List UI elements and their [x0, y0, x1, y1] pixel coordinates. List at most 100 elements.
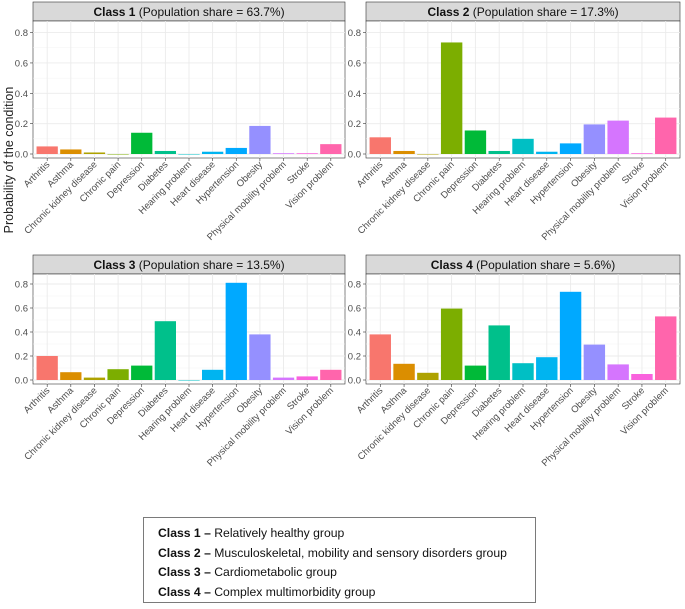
bar	[83, 377, 106, 380]
y-tick-label: 0.8	[15, 280, 28, 291]
bar	[272, 153, 295, 154]
bar	[393, 150, 415, 154]
facet-panel-3: Class 3 (Population share = 13.5%) 0.0 0.2…	[15, 254, 346, 469]
bar	[131, 132, 153, 154]
y-tick-label: 0.6	[15, 58, 28, 69]
y-tick-label: 0.2	[348, 119, 361, 130]
facet-subtitle: (Population share = 13.5%)	[135, 258, 284, 272]
facet-subtitle: (Population share = 5.6%)	[473, 258, 615, 272]
bar	[583, 124, 606, 154]
bar	[202, 369, 224, 380]
bar	[154, 150, 176, 154]
facet-strip-label: Class 3 (Population share = 13.5%)	[93, 258, 284, 272]
y-tick-label: 0.4	[348, 328, 361, 339]
facet-subtitle: (Population share = 17.3%)	[469, 5, 618, 19]
bar	[488, 150, 510, 154]
y-tick-label: 0.4	[15, 328, 28, 339]
y-tick-label: 0.6	[15, 304, 28, 315]
bar	[512, 363, 534, 380]
legend-class-label: Class 3	[158, 565, 201, 580]
y-tick-label: 0.6	[348, 304, 361, 315]
bar	[60, 372, 82, 380]
facet-panel-4: Class 4 (Population share = 5.6%) 0.0 0.2 0…	[348, 254, 681, 469]
legend-item-class-4: Class 4 – Complex multimorbidity group	[158, 583, 535, 603]
bar	[178, 154, 200, 155]
bar	[178, 380, 200, 381]
bar	[559, 143, 582, 154]
bar	[440, 308, 463, 380]
legend-class-label: Class 2	[158, 545, 201, 560]
bar	[417, 372, 439, 380]
bar	[607, 364, 629, 380]
y-tick-label: 0.4	[348, 89, 361, 100]
legend-class-description: Musculoskeletal, mobility and sensory di…	[214, 545, 507, 560]
y-axis-title: Probability of the condition	[2, 87, 16, 234]
class-legend: Class 1 – Relatively healthy group Class…	[143, 517, 536, 603]
y-tick-label: 0.0	[15, 376, 28, 387]
facet-panel-1: Class 1 (Population share = 63.7%) 0.0 0.2…	[15, 1, 346, 243]
bar	[488, 325, 510, 380]
legend-class-description: Complex multimorbidity group	[214, 584, 376, 599]
bar	[320, 369, 342, 380]
facet-title: Class 2	[427, 5, 469, 19]
bar	[60, 149, 82, 154]
bar	[464, 130, 487, 154]
legend-separator: –	[204, 545, 211, 560]
legend-item-class-1: Class 1 – Relatively healthy group	[158, 524, 535, 544]
bar	[440, 42, 463, 154]
legend-class-label: Class 4	[158, 584, 201, 599]
bar	[272, 377, 295, 380]
facet-title: Class 3	[93, 258, 135, 272]
bar	[583, 344, 606, 380]
bar	[225, 282, 247, 380]
bar	[631, 153, 653, 154]
bar	[107, 154, 129, 155]
y-tick-label: 0.0	[348, 376, 361, 387]
bar	[655, 117, 677, 154]
bar	[296, 153, 318, 154]
facet-title: Class 4	[431, 258, 473, 272]
legend-item-class-2: Class 2 – Musculoskeletal, mobility and …	[158, 544, 535, 564]
facet-panel-2: Class 2 (Population share = 17.3%) 0.0 0.2…	[348, 1, 681, 243]
bar	[631, 374, 653, 380]
bar	[36, 356, 58, 380]
bar	[249, 334, 271, 380]
legend-item-class-3: Class 3 – Cardiometabolic group	[158, 563, 535, 583]
bar	[249, 125, 271, 154]
facet-strip-label: Class 2 (Population share = 17.3%)	[427, 5, 618, 19]
bar	[536, 357, 558, 380]
y-tick-label: 0.8	[15, 28, 28, 39]
facet-strip-label: Class 4 (Population share = 5.6%)	[431, 258, 615, 272]
legend-separator: –	[204, 584, 211, 599]
legend-separator: –	[204, 526, 211, 540]
bar	[417, 154, 439, 155]
bar	[655, 316, 677, 380]
bar	[320, 144, 342, 154]
bar	[225, 147, 247, 154]
legend-separator: –	[204, 565, 211, 580]
bar	[369, 334, 391, 380]
facet-subtitle: (Population share = 63.7%)	[135, 5, 284, 19]
bar	[131, 365, 153, 380]
legend-class-description: Cardiometabolic group	[214, 565, 337, 580]
y-tick-label: 0.0	[15, 150, 28, 161]
legend-class-label: Class 1	[158, 526, 201, 540]
bar	[369, 137, 391, 154]
y-tick-label: 0.0	[348, 150, 361, 161]
bar	[512, 138, 534, 154]
bar	[107, 369, 129, 380]
y-tick-label: 0.2	[15, 352, 28, 363]
bar	[36, 146, 58, 154]
y-tick-label: 0.2	[348, 352, 361, 363]
bar	[536, 151, 558, 154]
bar	[559, 291, 582, 380]
bar	[296, 376, 318, 380]
bar	[607, 120, 629, 154]
bar	[202, 151, 224, 154]
y-tick-label: 0.2	[15, 119, 28, 130]
y-tick-label: 0.8	[348, 280, 361, 291]
bar	[464, 365, 487, 380]
bar	[83, 152, 106, 154]
facet-strip-label: Class 1 (Population share = 63.7%)	[93, 5, 284, 19]
bar	[393, 363, 415, 380]
